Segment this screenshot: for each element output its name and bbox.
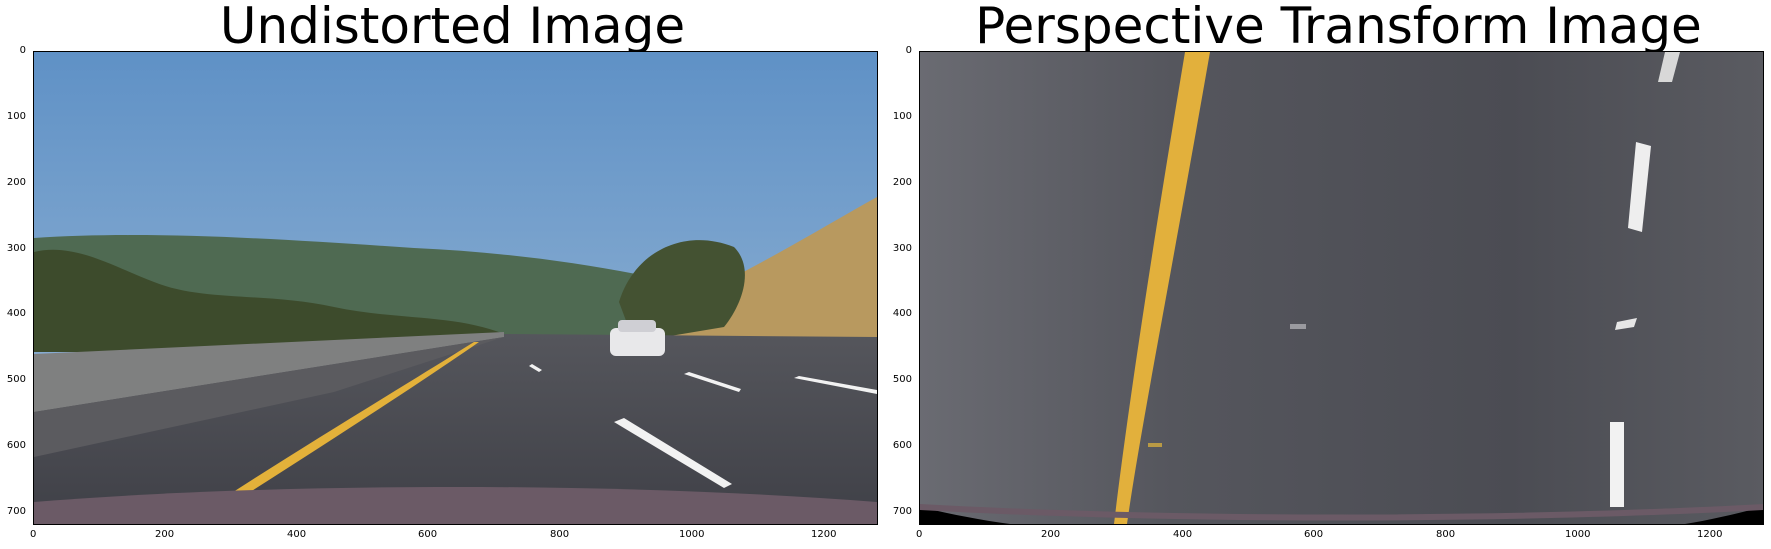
- y-tick-label: 500: [892, 374, 912, 385]
- left-panel: Undistorted Image: [0, 0, 885, 549]
- y-tick-label: 300: [6, 243, 26, 254]
- undistorted-road-image: [34, 52, 877, 524]
- x-tick-label: 0: [916, 529, 923, 540]
- left-panel-title: Undistorted Image: [219, 0, 686, 55]
- y-tick-label: 0: [905, 45, 912, 56]
- x-tick-label: 1200: [811, 529, 837, 540]
- perspective-transform-plot: [919, 51, 1764, 525]
- y-tick-label: 100: [6, 111, 26, 122]
- x-tick-label: 800: [550, 529, 570, 540]
- y-tick-label: 200: [892, 177, 912, 188]
- x-tick-label: 400: [1173, 529, 1193, 540]
- undistorted-image-plot: [33, 51, 878, 525]
- right-panel-title: Perspective Transform Image: [975, 0, 1702, 55]
- x-tick-label: 1200: [1697, 529, 1723, 540]
- x-tick-label: 400: [287, 529, 307, 540]
- y-tick-label: 700: [6, 506, 26, 517]
- y-tick-label: 700: [892, 506, 912, 517]
- x-tick-label: 1000: [679, 529, 705, 540]
- x-tick-label: 200: [155, 529, 175, 540]
- x-tick-label: 1000: [1565, 529, 1591, 540]
- y-tick-label: 400: [892, 308, 912, 319]
- x-tick-label: 600: [1304, 529, 1324, 540]
- right-panel: Perspective Transform Image: [886, 0, 1771, 549]
- y-tick-label: 500: [6, 374, 26, 385]
- y-tick-label: 600: [892, 440, 912, 451]
- y-tick-label: 600: [6, 440, 26, 451]
- y-tick-label: 400: [6, 308, 26, 319]
- x-tick-label: 200: [1041, 529, 1061, 540]
- y-tick-label: 300: [892, 243, 912, 254]
- birds-eye-lane-image: [920, 52, 1763, 524]
- y-tick-label: 0: [19, 45, 26, 56]
- x-tick-label: 0: [30, 529, 37, 540]
- y-tick-label: 200: [6, 177, 26, 188]
- x-tick-label: 600: [418, 529, 438, 540]
- y-tick-label: 100: [892, 111, 912, 122]
- x-tick-label: 800: [1436, 529, 1456, 540]
